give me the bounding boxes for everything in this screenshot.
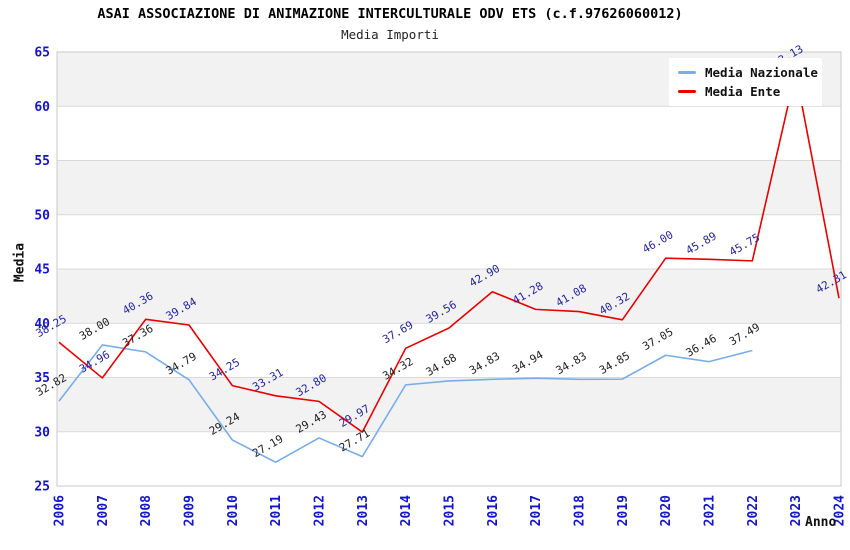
media-nazionale-line-swatch-icon — [678, 71, 696, 74]
y-tick-label: 30 — [34, 425, 50, 440]
legend-label-media-nazionale: Media Nazionale — [705, 65, 818, 80]
value-label: 36.46 — [684, 332, 719, 360]
band — [57, 377, 841, 432]
x-tick-label: 2024 — [833, 495, 848, 526]
value-label: 34.79 — [164, 350, 199, 378]
x-tick-label: 2022 — [746, 495, 761, 526]
y-tick-label: 60 — [34, 100, 50, 115]
chart-title: ASAI ASSOCIAZIONE DI ANIMAZIONE INTERCUL… — [97, 6, 683, 22]
y-tick-label: 50 — [34, 208, 50, 223]
value-label: 34.83 — [554, 349, 589, 377]
value-label: 37.36 — [120, 322, 155, 350]
y-tick-label: 35 — [34, 371, 50, 386]
y-tick-label: 65 — [34, 46, 50, 61]
band — [57, 160, 841, 215]
x-tick-label: 2014 — [399, 495, 414, 526]
legend-item-media-nazionale: Media Nazionale — [678, 63, 822, 82]
value-label: 46.00 — [640, 228, 675, 256]
x-tick-label: 2020 — [659, 495, 674, 526]
x-tick-label: 2010 — [226, 495, 241, 526]
band — [57, 269, 841, 324]
x-tick-label: 2013 — [356, 495, 371, 526]
chart-subtitle: Media Importi — [341, 27, 439, 42]
value-label: 34.68 — [424, 351, 459, 379]
x-tick-label: 2019 — [616, 495, 631, 526]
value-label: 37.05 — [640, 325, 675, 353]
y-axis-title: Media — [12, 242, 28, 283]
y-tick-label: 25 — [34, 480, 50, 495]
value-label: 34.85 — [597, 349, 632, 377]
y-tick-label: 45 — [34, 263, 50, 278]
x-tick-label: 2017 — [529, 495, 544, 526]
value-label: 27.19 — [250, 432, 285, 460]
value-label: 45.75 — [727, 231, 762, 259]
x-tick-label: 2009 — [183, 495, 198, 526]
x-tick-label: 2021 — [703, 495, 718, 526]
x-tick-label: 2011 — [269, 495, 284, 526]
legend: Media Nazionale Media Ente — [669, 58, 822, 106]
plot-border — [56, 51, 842, 487]
x-tick-label: 2023 — [789, 495, 804, 526]
x-tick-label: 2006 — [53, 495, 68, 526]
x-tick-label: 2008 — [139, 495, 154, 526]
x-tick-label: 2015 — [443, 495, 458, 526]
value-label: 34.83 — [467, 349, 502, 377]
y-tick-label: 40 — [34, 317, 50, 332]
x-tick-label: 2016 — [486, 495, 501, 526]
legend-label-media-ente: Media Ente — [705, 84, 781, 99]
x-tick-label: 2012 — [313, 495, 328, 526]
series-line-media-ente — [58, 71, 840, 433]
value-label: 45.89 — [684, 229, 719, 257]
legend-item-media-ente: Media Ente — [678, 82, 822, 101]
value-label: 37.49 — [727, 321, 762, 349]
value-label: 34.94 — [510, 348, 546, 376]
x-tick-label: 2018 — [573, 495, 588, 526]
media-ente-line-swatch-icon — [678, 90, 696, 93]
y-tick-label: 55 — [34, 154, 50, 169]
x-tick-label: 2007 — [96, 495, 111, 526]
x-axis-title: Anno — [805, 515, 837, 530]
series-line-media-nazionale — [58, 344, 753, 464]
